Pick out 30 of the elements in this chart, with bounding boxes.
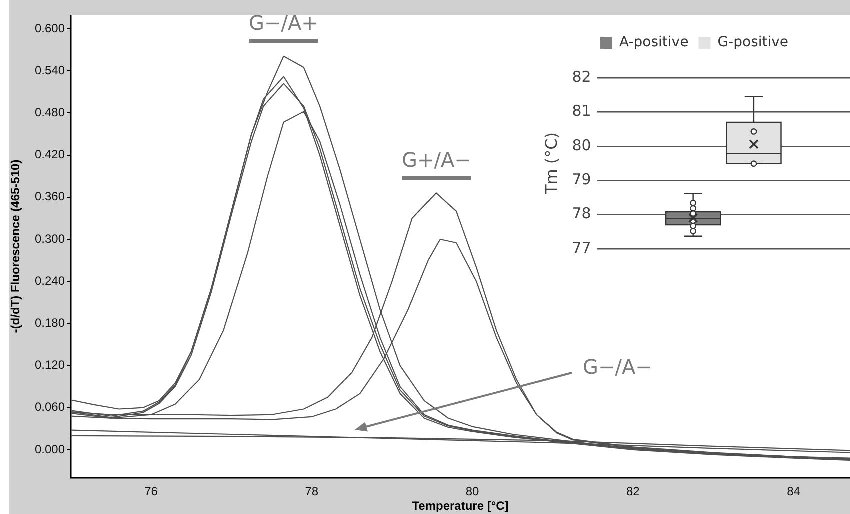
y-tick-label: 0.540	[34, 63, 66, 78]
x-tick-label: 84	[787, 484, 801, 499]
annotation: G−/A−	[583, 355, 652, 379]
y-tick-label: 82	[572, 68, 592, 86]
y-axis-title: Tm (°C)	[542, 132, 561, 196]
annotation: G−/A+	[249, 11, 318, 35]
y-tick-label: 0.300	[34, 232, 66, 246]
y-tick-label: 77	[572, 238, 592, 257]
y-tick-label: 0.000	[34, 442, 66, 456]
y-tick-label: 0.360	[34, 190, 66, 204]
y-tick-label: 0.240	[34, 274, 66, 288]
y-tick-label: 0.600	[34, 21, 66, 36]
y-tick-label: 79	[572, 170, 592, 188]
x-tick-label: 82	[626, 484, 640, 499]
x-tick-label: 78	[305, 484, 319, 499]
x-tick-label: 76	[144, 484, 158, 499]
y-tick-label: 78	[572, 204, 592, 223]
y-tick-label: 0.120	[34, 358, 66, 372]
y-tick-label: 0.060	[34, 400, 66, 414]
y-tick-label: 0.480	[34, 106, 66, 120]
legend-label: A-positive	[619, 34, 689, 51]
y-tick-label: 0.180	[34, 316, 66, 330]
y-tick-label: 0.420	[34, 148, 66, 162]
y-tick-label: 80	[572, 136, 592, 154]
x-axis-title: Temperature [°C]	[412, 499, 509, 514]
y-axis-title: -(d/dT) Fluorescence (465-510)	[8, 160, 23, 334]
y-tick-label: 81	[572, 102, 592, 120]
x-tick-label: 80	[466, 484, 480, 499]
annotation: G+/A−	[402, 148, 472, 172]
legend-label: G-positive	[718, 34, 789, 51]
